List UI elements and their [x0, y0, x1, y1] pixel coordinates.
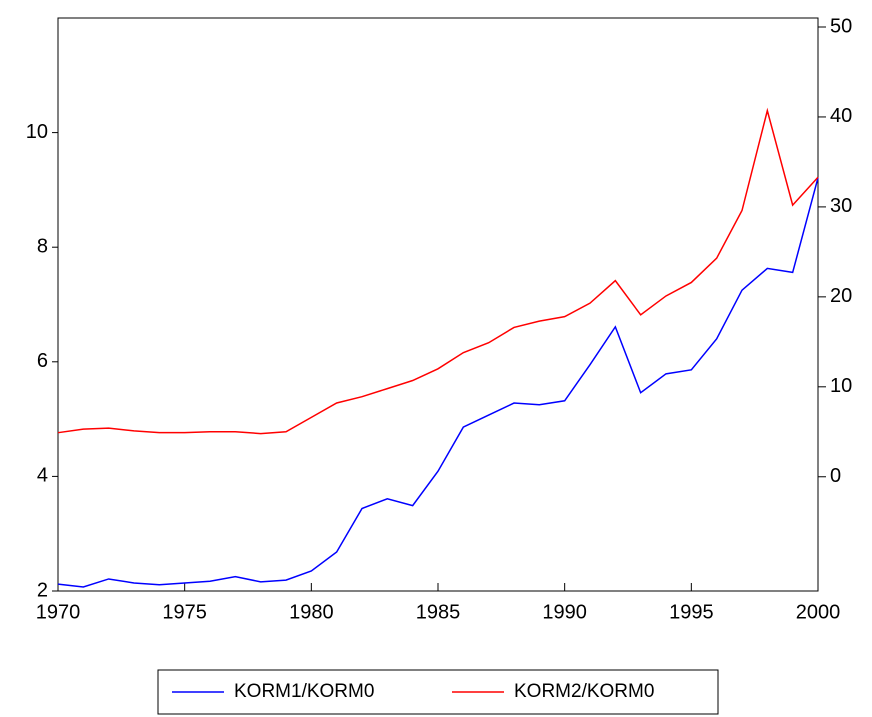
x-tick-label: 1975	[162, 601, 207, 623]
y-tick-label: 4	[37, 465, 48, 487]
x-tick-label: 1970	[36, 601, 81, 623]
legend-box	[157, 669, 719, 715]
y2-tick-label: 40	[830, 105, 852, 127]
y2-tick-label: 20	[830, 285, 852, 307]
x-tick-label: 1990	[542, 601, 587, 623]
series-line	[57, 177, 819, 588]
x-tick-label: 2000	[796, 601, 841, 623]
legend-label: KORM1/KORM0	[234, 681, 374, 702]
y2-tick-label: 30	[830, 195, 852, 217]
y-tick-label: 2	[37, 579, 48, 601]
y-tick-label: 6	[37, 350, 48, 372]
x-tick-label: 1980	[289, 601, 334, 623]
x-tick-label: 1985	[416, 601, 461, 623]
legend-label: KORM2/KORM0	[514, 681, 654, 702]
y2-tick-label: 10	[830, 375, 852, 397]
plot-frame	[57, 17, 819, 592]
legend: KORM1/KORM0 KORM2/KORM0	[157, 669, 719, 715]
y2-tick-label: 50	[830, 15, 852, 37]
y2-tick-label: 0	[830, 465, 841, 487]
x-tick-label: 1995	[669, 601, 714, 623]
series-line	[57, 107, 819, 435]
y-tick-label: 10	[26, 121, 48, 143]
y-tick-label: 8	[37, 235, 48, 257]
